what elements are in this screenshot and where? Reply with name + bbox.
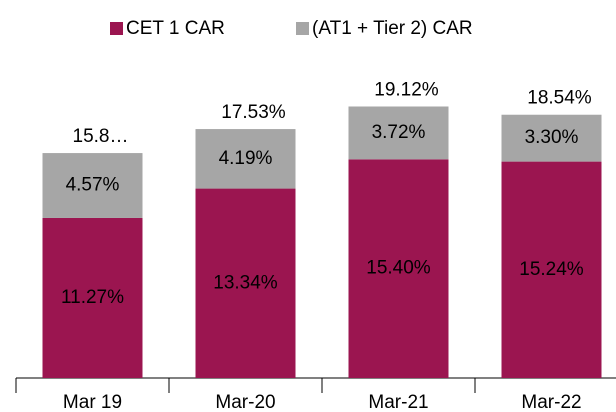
x-tick-label: Mar-20 (215, 392, 275, 412)
total-label: 15.8… (73, 126, 129, 147)
bar-segment (42, 217, 143, 378)
bar-segment (501, 114, 602, 162)
bar-segment (195, 129, 296, 189)
x-tick-label: Mar-21 (368, 392, 428, 412)
value-label: 15.24% (519, 259, 584, 280)
value-label: 15.40% (366, 258, 431, 279)
bar-segment (42, 153, 143, 218)
bar-segment (348, 106, 449, 160)
legend-label: (AT1 + Tier 2) CAR (312, 18, 473, 39)
bar-segment (348, 159, 449, 378)
value-label: 3.72% (372, 122, 426, 143)
legend-swatch (110, 22, 123, 35)
value-label: 11.27% (61, 287, 124, 308)
value-label: 4.19% (219, 148, 273, 169)
x-tick-label: Mar 19 (63, 392, 122, 412)
legend-label: CET 1 CAR (126, 18, 225, 39)
bar-segment (195, 188, 296, 378)
x-tick-label: Mar-22 (521, 392, 581, 412)
bar-segment (501, 161, 602, 378)
total-label: 18.54% (527, 88, 592, 109)
total-label: 19.12% (374, 80, 439, 101)
value-label: 3.30% (525, 127, 579, 148)
legend-swatch (296, 22, 309, 35)
total-label: 17.53% (221, 102, 286, 123)
value-label: 4.57% (66, 175, 120, 196)
value-label: 13.34% (213, 272, 278, 293)
